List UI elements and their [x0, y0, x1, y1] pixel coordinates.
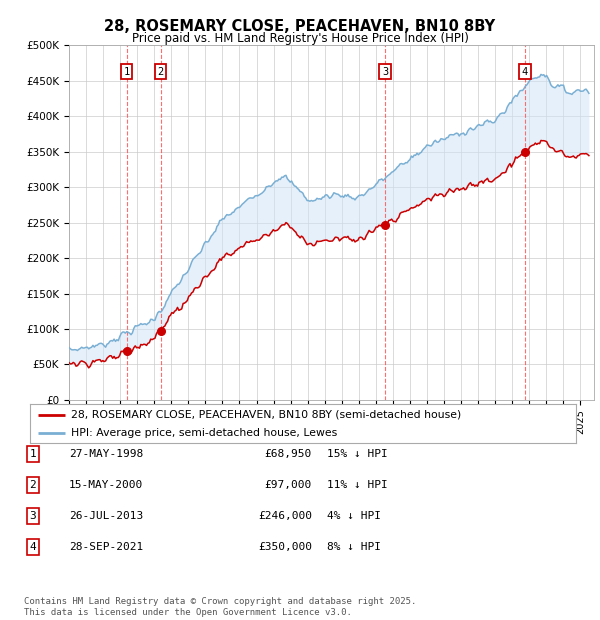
- Text: 26-JUL-2013: 26-JUL-2013: [69, 511, 143, 521]
- Text: 15% ↓ HPI: 15% ↓ HPI: [327, 449, 388, 459]
- Text: £246,000: £246,000: [258, 511, 312, 521]
- Text: 1: 1: [29, 449, 37, 459]
- Text: 4: 4: [521, 66, 528, 76]
- Text: 3: 3: [382, 66, 388, 76]
- Text: Price paid vs. HM Land Registry's House Price Index (HPI): Price paid vs. HM Land Registry's House …: [131, 32, 469, 45]
- Text: 28, ROSEMARY CLOSE, PEACEHAVEN, BN10 8BY (semi-detached house): 28, ROSEMARY CLOSE, PEACEHAVEN, BN10 8BY…: [71, 410, 461, 420]
- Text: HPI: Average price, semi-detached house, Lewes: HPI: Average price, semi-detached house,…: [71, 428, 337, 438]
- Text: 28, ROSEMARY CLOSE, PEACEHAVEN, BN10 8BY: 28, ROSEMARY CLOSE, PEACEHAVEN, BN10 8BY: [104, 19, 496, 33]
- Text: 28-SEP-2021: 28-SEP-2021: [69, 542, 143, 552]
- Text: £350,000: £350,000: [258, 542, 312, 552]
- Text: 15-MAY-2000: 15-MAY-2000: [69, 480, 143, 490]
- Text: 8% ↓ HPI: 8% ↓ HPI: [327, 542, 381, 552]
- Text: 27-MAY-1998: 27-MAY-1998: [69, 449, 143, 459]
- Text: £97,000: £97,000: [265, 480, 312, 490]
- Text: 3: 3: [29, 511, 37, 521]
- Text: 2: 2: [29, 480, 37, 490]
- Text: Contains HM Land Registry data © Crown copyright and database right 2025.
This d: Contains HM Land Registry data © Crown c…: [24, 598, 416, 617]
- Text: 4: 4: [29, 542, 37, 552]
- Text: 4% ↓ HPI: 4% ↓ HPI: [327, 511, 381, 521]
- Text: 11% ↓ HPI: 11% ↓ HPI: [327, 480, 388, 490]
- Text: 1: 1: [124, 66, 130, 76]
- Text: 2: 2: [157, 66, 164, 76]
- Text: £68,950: £68,950: [265, 449, 312, 459]
